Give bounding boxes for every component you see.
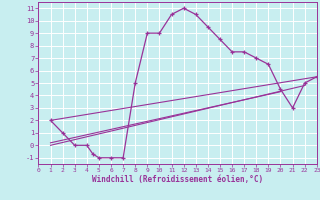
X-axis label: Windchill (Refroidissement éolien,°C): Windchill (Refroidissement éolien,°C)	[92, 175, 263, 184]
